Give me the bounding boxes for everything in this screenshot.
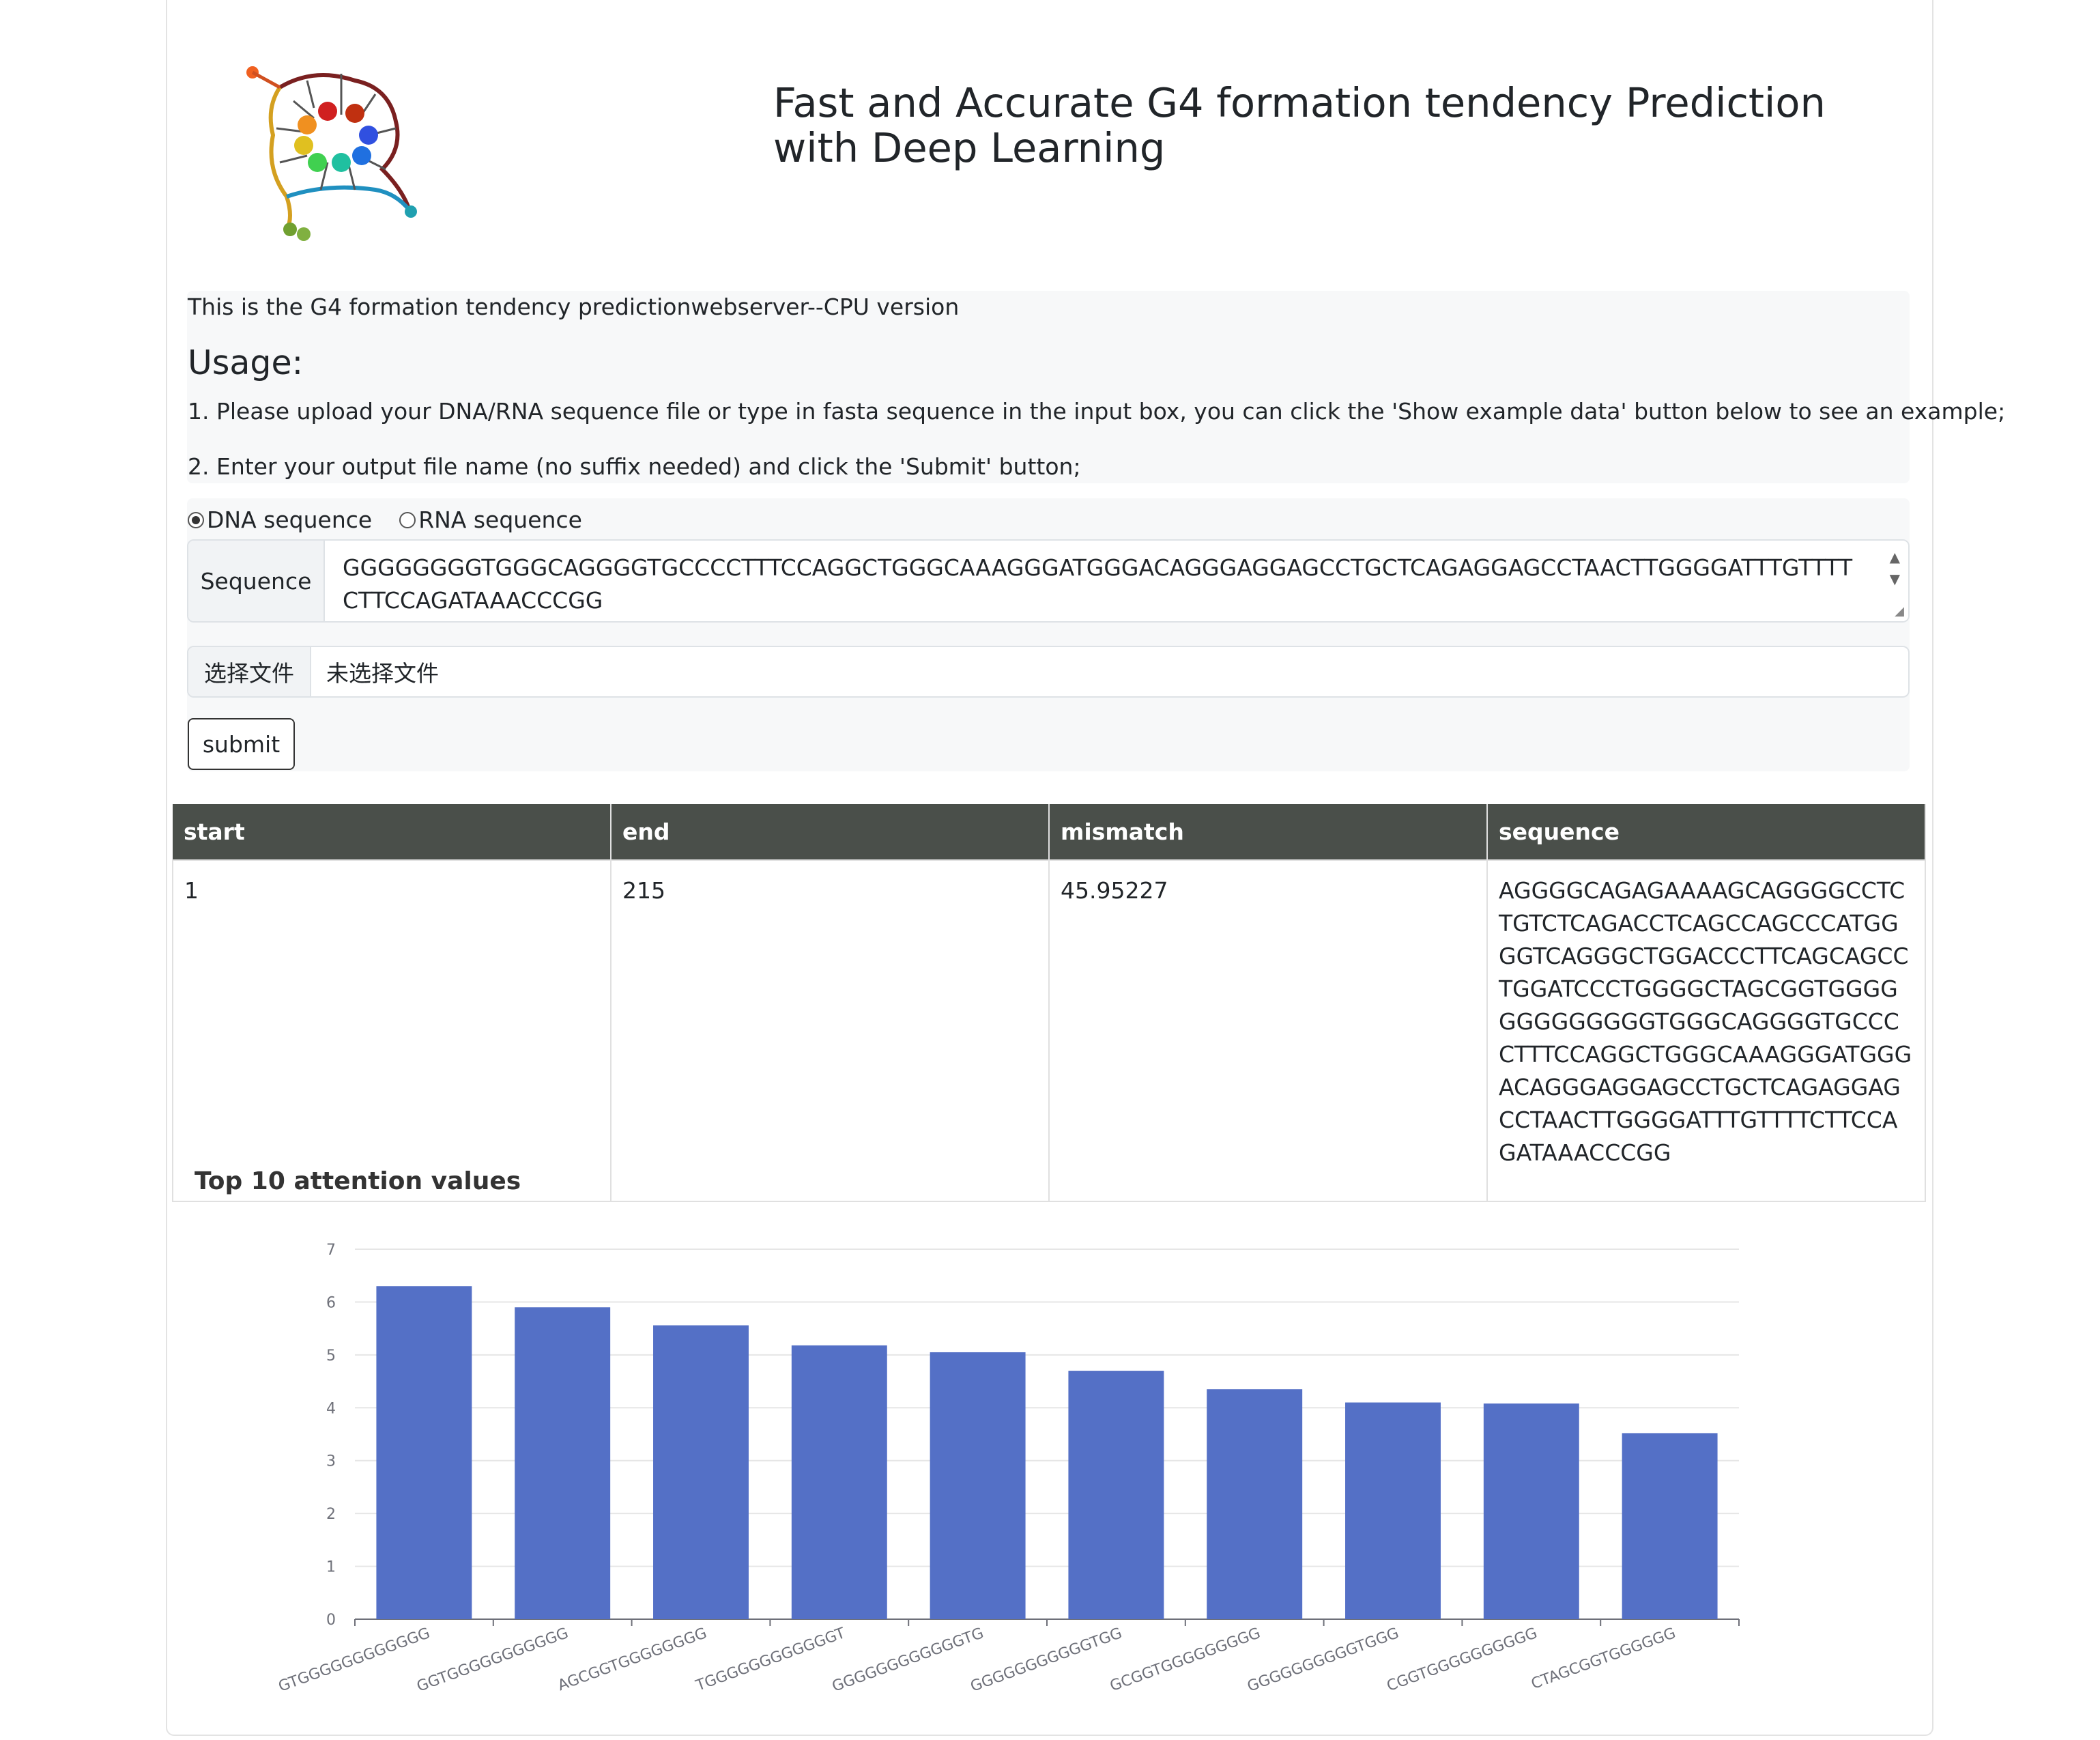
sequence-input-group: Sequence GGGGGGGGTGGGCAGGGGTGCCCCTTTCCAG…: [187, 539, 1910, 623]
choose-file-button[interactable]: 选择文件: [188, 647, 311, 696]
x-tick-label: GGGGGGGGGGGTGG: [968, 1625, 1125, 1696]
textarea-scroll-arrows[interactable]: ▲ ▼: [1889, 549, 1900, 587]
rna-radio[interactable]: [399, 511, 416, 528]
header-start: start: [173, 804, 612, 860]
y-tick-label: 1: [326, 1559, 336, 1576]
file-input-group: 选择文件 未选择文件: [187, 646, 1910, 698]
x-tick-label: AGCGGTGGGGGGGG: [556, 1625, 709, 1694]
y-tick-label: 5: [326, 1347, 336, 1365]
bar: [1483, 1403, 1579, 1619]
usage-step-1: 1. Please upload your DNA/RNA sequence f…: [188, 398, 2006, 425]
cell-end: 215: [610, 859, 1050, 1202]
table-header-row: start end mismatch sequence: [173, 804, 1926, 860]
attention-bar-chart: 0 1 2 3 4 5 6 7 GTGGGGGGGGGGGGGGTGGGGGGGGGGGAGCG…: [276, 1242, 1740, 1696]
sequence-textarea[interactable]: GGGGGGGGTGGGCAGGGGTGCCCCTTTCCAGGCTGGGCAA…: [325, 541, 1908, 621]
bar: [1345, 1402, 1441, 1619]
header-sequence: sequence: [1487, 804, 1926, 860]
bar: [1622, 1433, 1718, 1619]
bar: [376, 1286, 472, 1619]
chart-title: Top 10 attention values: [195, 1167, 521, 1195]
submit-button[interactable]: submit: [188, 718, 295, 770]
file-status-text: 未选择文件: [326, 660, 439, 687]
resize-handle-icon[interactable]: ◢: [1895, 604, 1904, 618]
x-tick-label: GCGGTGGGGGGGGG: [1108, 1625, 1263, 1695]
bar: [791, 1345, 887, 1619]
bar: [1068, 1371, 1164, 1619]
y-tick-label: 2: [326, 1506, 336, 1523]
x-tick-label: GTGGGGGGGGGGGG: [276, 1625, 433, 1696]
bar: [930, 1352, 1026, 1619]
usage-heading: Usage:: [188, 343, 304, 382]
header-end: end: [611, 804, 1050, 860]
info-panel: [187, 291, 1910, 483]
bar: [515, 1307, 611, 1619]
intro-text: This is the G4 formation tendency predic…: [188, 294, 960, 320]
cell-sequence: AGGGGCAGAGAAAAGCAGGGGCCTCTGTCTCAGACCTCAG…: [1486, 859, 1926, 1202]
x-tick-label: TGGGGGGGGGGGGT: [693, 1625, 848, 1695]
x-tick-label: GGGGGGGGGGTGGG: [1245, 1625, 1401, 1696]
y-tick-label: 4: [326, 1400, 336, 1417]
dna-radio[interactable]: [188, 511, 204, 528]
page-title: Fast and Accurate G4 formation tendency …: [773, 79, 1826, 171]
cell-mismatch: 45.95227: [1048, 859, 1488, 1202]
table-row: 1 215 45.95227 AGGGGCAGAGAAAAGCAGGGGCCTC…: [172, 859, 1926, 1202]
y-tick-label: 7: [326, 1242, 336, 1259]
y-tick-label: 6: [326, 1294, 336, 1311]
bar: [653, 1325, 749, 1619]
sequence-label: Sequence: [188, 541, 325, 621]
header-mismatch: mismatch: [1049, 804, 1488, 860]
bar: [1207, 1389, 1303, 1619]
x-tick-label: CGGTGGGGGGGGGG: [1385, 1625, 1540, 1695]
dna-radio-label[interactable]: DNA sequence: [207, 507, 373, 533]
rna-radio-label[interactable]: RNA sequence: [418, 507, 582, 533]
x-tick-label: CTAGCGGTGGGGGG: [1529, 1625, 1678, 1693]
y-tick-label: 0: [326, 1612, 336, 1629]
cell-start: 1: [172, 859, 612, 1202]
g4-logo: [246, 66, 417, 241]
usage-step-2: 2. Enter your output file name (no suffi…: [188, 453, 1081, 480]
x-tick-label: GGGGGGGGGGGGTG: [830, 1625, 986, 1696]
results-table: start end mismatch sequence 1 215 45.952…: [172, 804, 1926, 1202]
sequence-type-radios: DNA sequence RNA sequence: [188, 507, 609, 533]
y-tick-label: 3: [326, 1453, 336, 1470]
x-tick-label: GGTGGGGGGGGGGG: [415, 1625, 571, 1696]
